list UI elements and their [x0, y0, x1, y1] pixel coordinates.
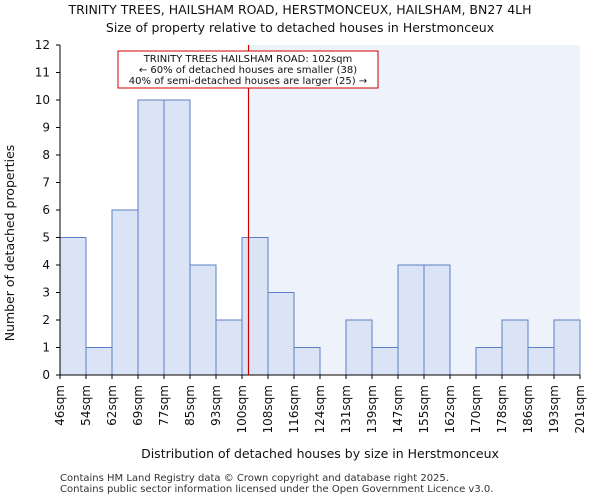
bar-116sqm: [293, 347, 321, 376]
bar-100sqm: [241, 237, 269, 376]
y-axis-label: Number of detached properties: [2, 145, 17, 342]
x-tick-label-77sqm: 77sqm: [157, 385, 171, 426]
y-tick-label-7: 7: [42, 176, 50, 190]
footer-licence: Contains public sector information licen…: [60, 484, 494, 495]
x-tick-label-124sqm: 124sqm: [313, 385, 327, 433]
footer-copyright: Contains HM Land Registry data © Crown c…: [60, 473, 449, 484]
x-tick-label-193sqm: 193sqm: [547, 385, 561, 433]
y-tick-label-0: 0: [42, 368, 50, 382]
bar-170sqm: [475, 347, 503, 376]
x-tick-label-162sqm: 162sqm: [443, 385, 457, 433]
annotation-box: [117, 50, 379, 89]
y-tick-label-11: 11: [35, 66, 50, 80]
bar-139sqm: [371, 347, 399, 376]
x-tick-label-69sqm: 69sqm: [131, 385, 145, 426]
y-tick-label-1: 1: [42, 341, 50, 355]
y-tick-label-10: 10: [35, 93, 50, 107]
bar-54sqm: [85, 347, 113, 376]
bar-93sqm: [215, 319, 243, 376]
x-tick-label-85sqm: 85sqm: [183, 385, 197, 426]
x-tick-label-108sqm: 108sqm: [261, 385, 275, 433]
bar-77sqm: [163, 99, 191, 376]
x-tick-label-100sqm: 100sqm: [235, 385, 249, 433]
y-tick-label-8: 8: [42, 148, 50, 162]
x-tick-label-155sqm: 155sqm: [417, 385, 431, 433]
y-tick-label-3: 3: [42, 286, 50, 300]
annotation-line2: ← 60% of detached houses are smaller (38…: [139, 65, 357, 76]
bar-178sqm: [501, 319, 529, 376]
y-tick-label-4: 4: [42, 258, 50, 272]
bar-131sqm: [345, 319, 373, 376]
y-tick-label-6: 6: [42, 203, 50, 217]
y-tick-label-9: 9: [42, 121, 50, 135]
bar-193sqm: [553, 319, 581, 376]
annotation-line1: TRINITY TREES HAILSHAM ROAD: 102sqm: [143, 54, 353, 65]
x-tick-label-147sqm: 147sqm: [391, 385, 405, 433]
bar-155sqm: [423, 264, 451, 376]
bar-69sqm: [137, 99, 165, 376]
x-tick-label-201sqm: 201sqm: [573, 385, 587, 433]
y-tick-label-2: 2: [42, 313, 50, 327]
x-tick-label-116sqm: 116sqm: [287, 385, 301, 433]
bar-85sqm: [189, 264, 217, 376]
x-tick-label-139sqm: 139sqm: [365, 385, 379, 433]
x-axis-label: Distribution of detached houses by size …: [141, 446, 499, 461]
bar-186sqm: [527, 347, 555, 376]
x-tick-label-93sqm: 93sqm: [209, 385, 223, 426]
bar-147sqm: [397, 264, 425, 376]
annotation-line3: 40% of semi-detached houses are larger (…: [129, 76, 367, 87]
chart-subtitle: Size of property relative to detached ho…: [105, 20, 495, 35]
x-tick-label-46sqm: 46sqm: [53, 385, 67, 426]
x-tick-label-62sqm: 62sqm: [105, 385, 119, 426]
chart-title: TRINITY TREES, HAILSHAM ROAD, HERSTMONCE…: [68, 2, 532, 17]
x-tick-label-170sqm: 170sqm: [469, 385, 483, 433]
y-tick-label-12: 12: [35, 38, 50, 52]
x-tick-label-54sqm: 54sqm: [79, 385, 93, 426]
bar-62sqm: [111, 209, 139, 376]
bar-108sqm: [267, 292, 295, 376]
x-tick-label-178sqm: 178sqm: [495, 385, 509, 433]
x-tick-label-186sqm: 186sqm: [521, 385, 535, 433]
bar-46sqm: [59, 237, 87, 376]
x-tick-label-131sqm: 131sqm: [339, 385, 353, 433]
y-tick-label-5: 5: [42, 231, 50, 245]
